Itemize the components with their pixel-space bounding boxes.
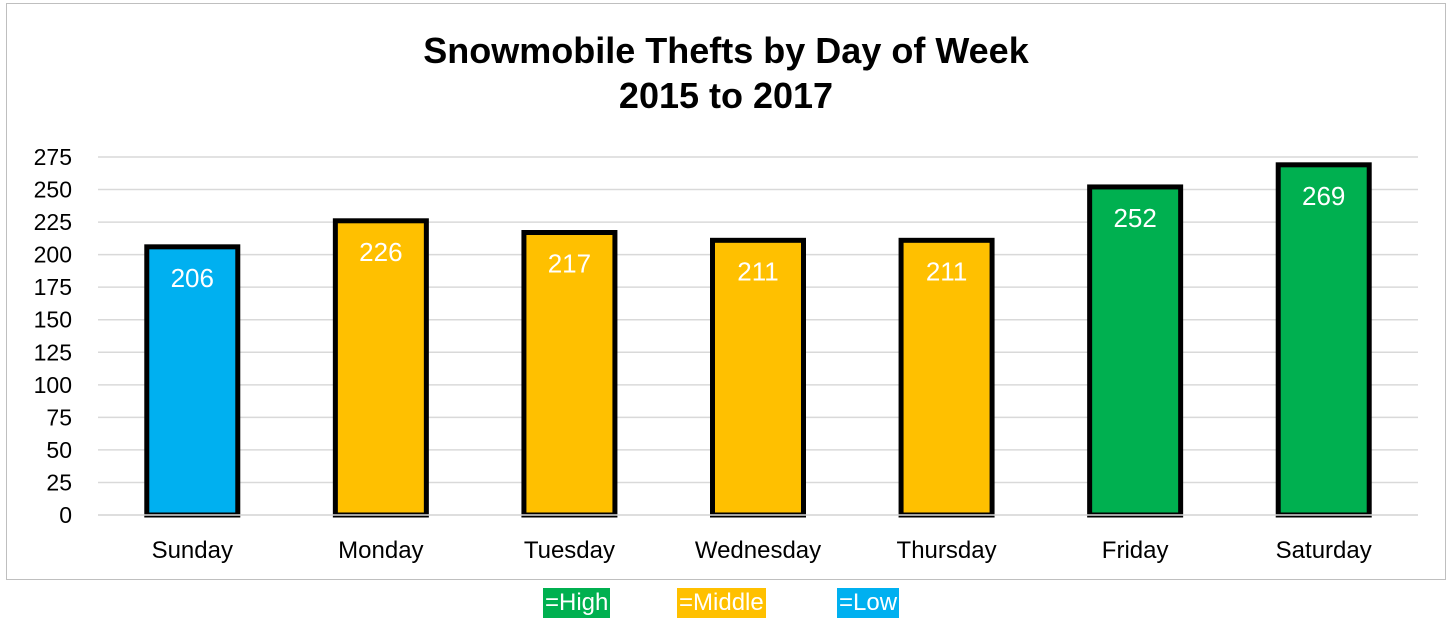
bar (1087, 184, 1184, 518)
bar (898, 237, 995, 518)
x-tick-label: Monday (338, 537, 423, 564)
y-tick-label: 225 (34, 209, 72, 235)
bar-value-label: 252 (1113, 203, 1156, 233)
y-tick-label: 275 (34, 144, 72, 170)
x-tick-label: Friday (1102, 537, 1169, 564)
bar-value-label: 211 (926, 256, 967, 286)
y-tick-label: 150 (34, 307, 72, 333)
x-tick-label: Thursday (897, 537, 997, 564)
y-tick-label: 25 (46, 469, 72, 495)
legend-low: =Low (837, 588, 900, 618)
bar-value-label: 269 (1302, 181, 1345, 211)
chart-title-line-1: Snowmobile Thefts by Day of Week (423, 30, 1029, 71)
bar-value-label: 206 (171, 263, 214, 293)
bar (144, 244, 241, 518)
x-tick-label: Tuesday (524, 537, 615, 564)
legend-high: =High (543, 588, 611, 618)
bar (521, 230, 618, 518)
bar-value-label: 226 (359, 237, 402, 267)
y-tick-label: 125 (34, 339, 72, 365)
y-tick-label: 75 (46, 404, 72, 430)
y-tick-label: 200 (34, 242, 72, 268)
x-tick-label: Sunday (152, 537, 233, 564)
y-tick-label: 175 (34, 274, 72, 300)
bar (332, 218, 429, 518)
y-tick-label: 50 (46, 437, 72, 463)
x-tick-label: Saturday (1276, 537, 1372, 564)
chart-title-line-2: 2015 to 2017 (618, 75, 834, 116)
bar-value-label: 217 (548, 249, 591, 279)
y-tick-label: 250 (34, 177, 72, 203)
legend-middle: =Middle (677, 588, 766, 618)
bar (1275, 162, 1372, 518)
y-tick-label: 0 (59, 502, 72, 528)
chart-title: Snowmobile Thefts by Day of Week 2015 to… (0, 28, 1452, 118)
y-tick-label: 100 (34, 372, 72, 398)
bar (710, 237, 806, 518)
x-tick-label: Wednesday (695, 537, 821, 564)
bar-value-label: 211 (737, 256, 778, 286)
